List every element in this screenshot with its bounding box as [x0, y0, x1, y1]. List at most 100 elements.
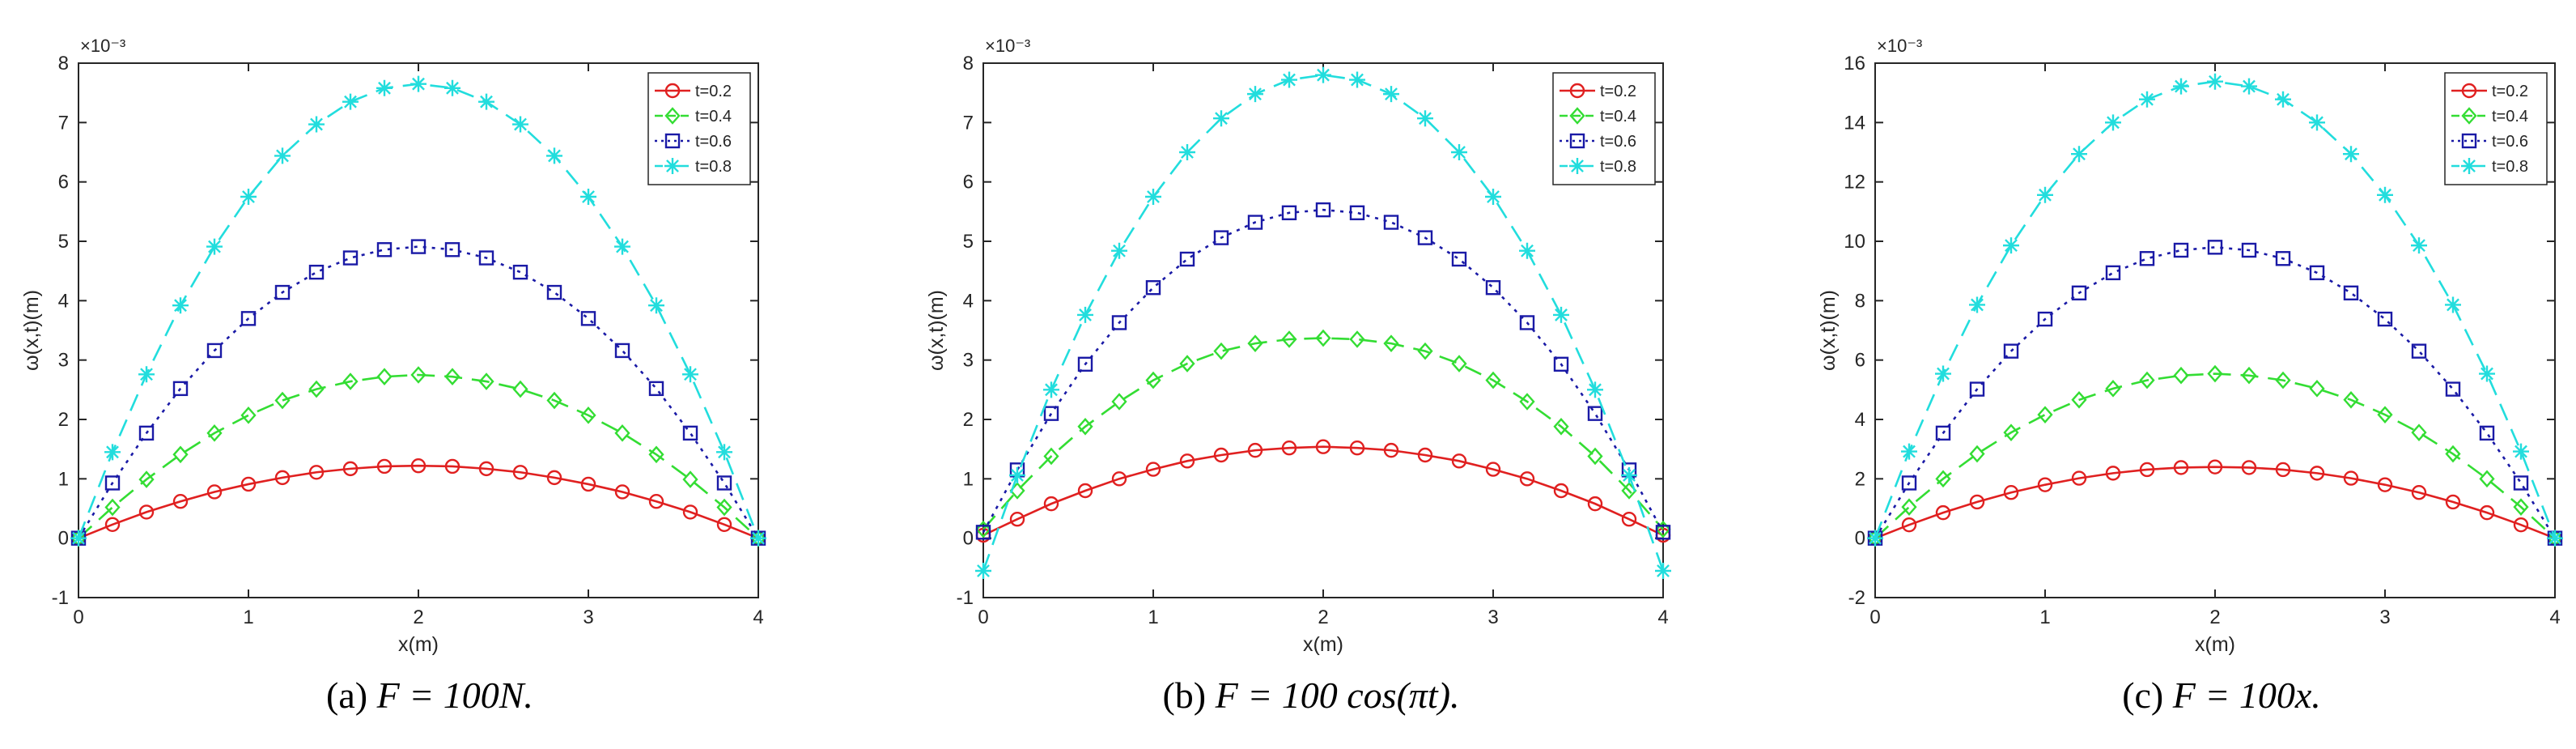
data-point [240, 406, 257, 424]
data-point [648, 445, 664, 464]
y-tick-label: 8 [1855, 290, 1865, 312]
data-point [172, 494, 189, 509]
data-point [1349, 440, 1365, 456]
data-point [580, 189, 596, 205]
data-point [2343, 390, 2359, 409]
data-point [2343, 470, 2359, 486]
data-point [2513, 498, 2529, 516]
legend-marker [2461, 133, 2477, 149]
data-point [342, 250, 359, 266]
legend-label: t=0.2 [2492, 83, 2528, 100]
data-point [512, 264, 528, 280]
legend-marker [1569, 133, 1585, 149]
y-axis-label: ω(x,t)(m) [925, 290, 948, 371]
data-point [1281, 205, 1297, 221]
data-point [1349, 330, 1365, 348]
legend-label: t=0.4 [695, 108, 732, 126]
data-point [342, 372, 359, 390]
data-point [1417, 342, 1433, 360]
data-point [2139, 251, 2155, 266]
y-axis-label: ω(x,t)(m) [1817, 290, 1840, 371]
data-point [2377, 311, 2393, 327]
data-point [2377, 406, 2393, 423]
data-point [2275, 462, 2291, 478]
data-point [2139, 91, 2155, 108]
legend-label: t=0.4 [1600, 108, 1636, 126]
data-point [716, 475, 732, 491]
data-point [2343, 146, 2359, 163]
series-line-2 [1874, 372, 2556, 539]
y-tick-label: 14 [1844, 112, 1865, 134]
chart-b: 0 1 2 3 4-1012345678×10⁻³x(m)ω(x,t)(m)t=0.2t… [925, 36, 1671, 656]
x-tick-label: 0 [73, 606, 83, 628]
data-point [104, 475, 121, 491]
data-point [1315, 66, 1331, 83]
chart-a: 0 1 2 3 4-1012345678×10⁻³x(m)ω(x,t)(m)t=0.2t… [20, 36, 766, 656]
data-point [1553, 306, 1569, 323]
data-point [1935, 470, 1951, 488]
legend-label: t=0.4 [2492, 108, 2528, 126]
y-multiplier: ×10⁻³ [80, 36, 125, 56]
data-point [206, 484, 223, 500]
data-point [1519, 471, 1535, 487]
data-point [444, 79, 460, 96]
data-point [444, 242, 460, 257]
data-point [444, 368, 460, 386]
data-point [1417, 447, 1433, 463]
data-point [2309, 380, 2325, 398]
x-tick-label: 3 [583, 606, 593, 628]
caption-c-label: (c) [2122, 675, 2164, 716]
y-tick-label: 5 [963, 231, 974, 253]
data-point [2411, 423, 2427, 441]
data-point [376, 368, 393, 386]
data-point [1349, 71, 1365, 88]
data-point [1111, 242, 1127, 259]
caption-b-label: (b) [1162, 675, 1207, 716]
data-point [1485, 371, 1501, 389]
data-point [2037, 477, 2053, 492]
data-point [2139, 462, 2155, 478]
data-point [1621, 512, 1637, 527]
data-point [2445, 494, 2461, 510]
data-point [2173, 242, 2189, 258]
x-tick-label: 1 [1148, 606, 1158, 628]
data-point [478, 93, 494, 110]
data-point [1485, 280, 1501, 296]
caption-a-formula: F = 100N. [376, 675, 533, 716]
data-point [2445, 381, 2461, 397]
data-point [2071, 390, 2087, 409]
data-point [1179, 144, 1195, 160]
data-point [2003, 237, 2019, 254]
data-point [1383, 86, 1399, 103]
x-axis-label: x(m) [2195, 633, 2235, 656]
data-point [342, 93, 359, 110]
data-point [1655, 563, 1671, 579]
data-point [2275, 91, 2291, 108]
y-tick-label: 4 [58, 290, 69, 312]
series-line-3 [1874, 246, 2557, 539]
data-point [1009, 466, 1025, 483]
data-point [1281, 71, 1297, 88]
y-tick-label: 7 [963, 112, 974, 134]
data-point [376, 79, 393, 96]
data-point [1077, 417, 1093, 436]
data-point [2173, 366, 2189, 385]
data-point [614, 424, 630, 442]
data-point [1553, 356, 1569, 372]
data-point [1009, 512, 1025, 527]
data-point [138, 504, 155, 520]
caption-c-formula: F = 100x. [2172, 675, 2321, 716]
x-tick-label: 4 [753, 606, 763, 628]
data-point [376, 242, 393, 257]
data-point [580, 311, 596, 326]
data-point [2071, 146, 2087, 163]
data-point [1519, 315, 1535, 330]
data-point [274, 147, 291, 164]
y-axis-label: ω(x,t)(m) [20, 290, 43, 371]
data-point [1587, 381, 1603, 398]
y-tick-label: -2 [1848, 587, 1865, 609]
data-point [206, 238, 223, 255]
data-point [1901, 517, 1917, 533]
data-point [2207, 364, 2223, 383]
